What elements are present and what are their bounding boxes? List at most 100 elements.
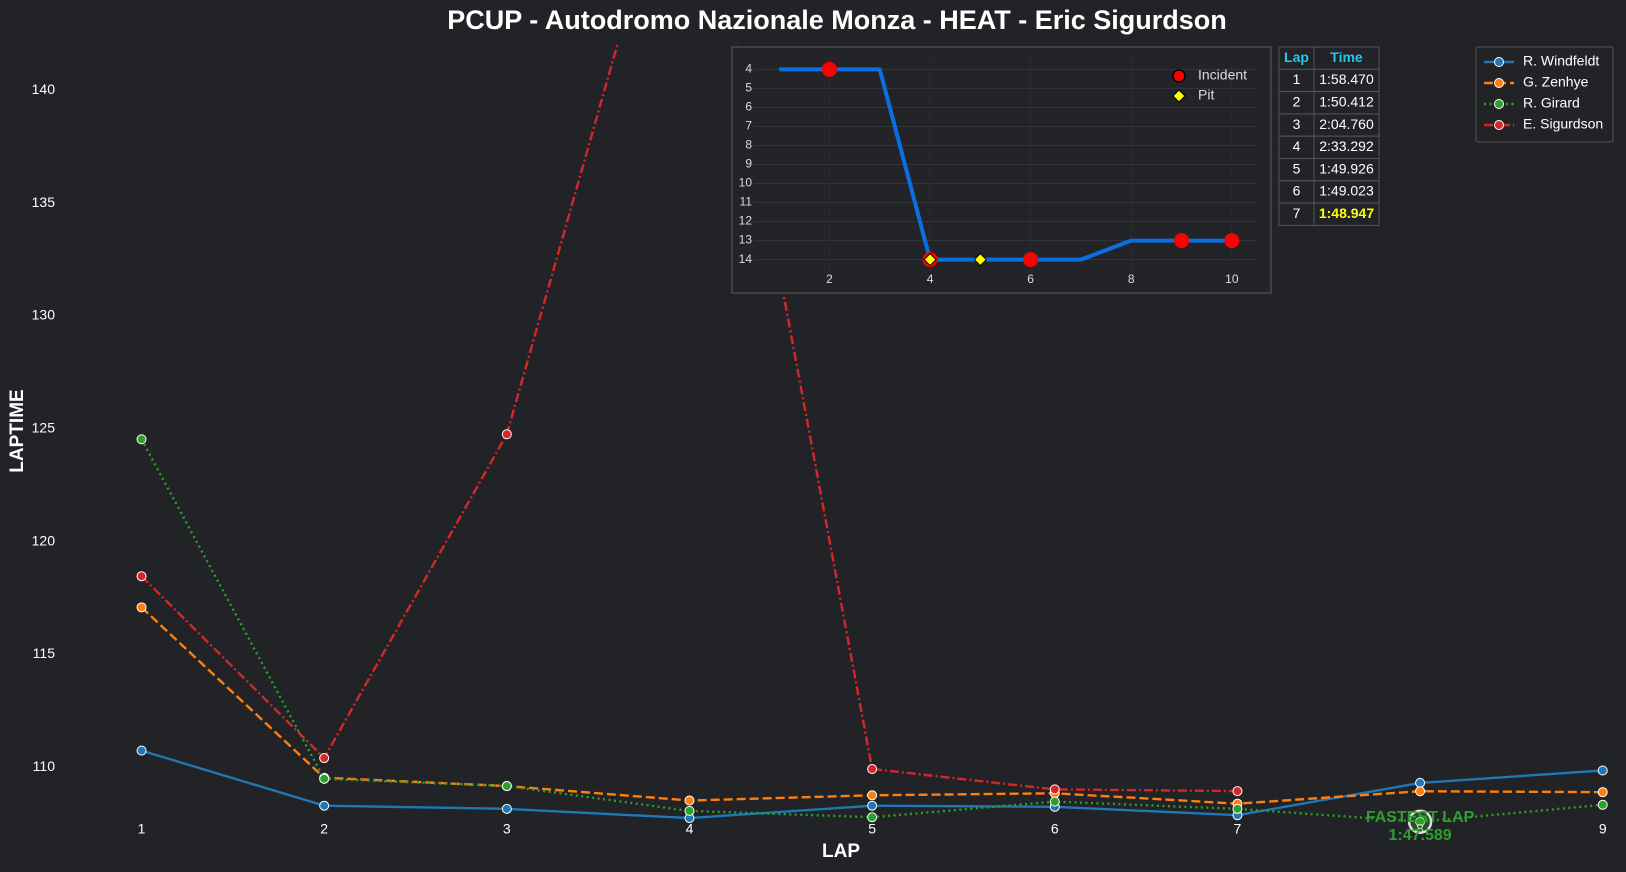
legend-label: Incident [1198,67,1247,83]
data-point [319,753,330,764]
x-tick-label: 4 [927,272,934,286]
legend-marker [1494,57,1504,67]
data-point [1597,787,1608,798]
legend-marker [1494,120,1504,130]
table-cell [1313,202,1380,226]
y-tick-label: 9 [745,157,752,171]
x-tick-label: 7 [1234,821,1242,837]
plot-area [136,43,1608,826]
y-tick-label: 10 [739,176,753,190]
incident-marker [1023,252,1039,268]
data-point [1597,765,1608,776]
y-tick-label: 14 [739,252,753,266]
data-point [319,800,330,811]
data-point [501,803,512,814]
data-point [1232,803,1243,814]
table-cell-text: 1 [1293,71,1301,87]
legend-label: R. Windfeldt [1523,53,1599,69]
legend-label: G. Zenhye [1523,74,1589,90]
data-point [1415,777,1426,788]
x-tick-label: 1 [138,821,146,837]
data-point [1415,786,1426,797]
y-tick-label: 140 [32,81,56,97]
inset-chart: 4 5 6 7 8 9 10 11 12 13 14 2 4 6 8 10 Incident Pit [731,46,1272,294]
x-tick-label: 6 [1051,821,1059,837]
data-point [136,434,147,445]
table-cell-text: 2 [1293,93,1301,109]
x-axis-label: LAP [822,841,860,862]
y-tick-label: 125 [32,420,56,436]
table-cell-text: 1:49.926 [1319,160,1374,176]
table-cell-text: 1:58.470 [1319,71,1374,87]
y-tick-label: 115 [33,645,56,661]
x-tick-label: 10 [1225,272,1239,286]
y-tick-label: 7 [745,119,752,133]
data-point [867,764,878,775]
x-tick-label: 9 [1599,821,1607,837]
legend-marker [1172,89,1186,103]
lap-table: Lap Time 1 1:58.470 2 1:50.412 3 2:04.760 4 2:33.… [1278,46,1380,226]
y-axis-label: LAPTIME [7,389,28,472]
data-point [684,795,695,806]
y-tick-label: 5 [745,81,752,95]
x-tick-label: 6 [1027,272,1034,286]
fastest-lap-highlight [1407,809,1433,834]
data-point [684,805,695,816]
y-tick-label: 4 [745,62,752,76]
table-cell-text: 2:04.760 [1319,116,1374,132]
table-cell-text: 1:50.412 [1319,93,1374,109]
x-tick-label: 2 [826,272,833,286]
incident-marker [1174,233,1190,249]
data-point [867,812,878,823]
y-tick-label: 13 [739,233,753,247]
y-tick-label: 8 [745,138,752,152]
data-point [319,773,330,784]
x-tick-label: 2 [320,821,328,837]
y-tick-label: 130 [32,307,56,323]
data-point [867,800,878,811]
data-point [1415,816,1426,826]
data-point [867,790,878,801]
x-tick-label: 3 [503,821,511,837]
data-point [1049,784,1060,795]
inset-frame [731,46,1272,294]
data-point [1049,796,1060,807]
y-tick-label: 6 [745,100,752,114]
data-point [501,429,512,440]
legend-marker [1494,99,1504,109]
table-header: Lap [1284,49,1309,65]
x-tick-label: 8 [1128,272,1135,286]
chart-title: PCUP - Autodromo Nazionale Monza - HEAT … [447,5,1227,35]
data-point [501,781,512,792]
table-cell-text: 7 [1293,205,1301,221]
table-cell-text: 1:48.947 [1319,205,1374,221]
legend-label: E. Sigurdson [1523,116,1603,132]
data-point [1232,786,1243,797]
y-tick-label: 110 [33,758,56,774]
table-header: Time [1330,49,1363,65]
y-tick-label: 135 [32,194,56,210]
incident-marker [1224,233,1240,249]
table-cell-text: 6 [1293,183,1301,199]
incident-marker [821,61,837,77]
x-tick-label: 5 [868,821,876,837]
legend-box [1475,46,1614,143]
data-point [1597,799,1608,810]
position-line [779,67,1232,262]
data-point [136,745,147,756]
pit-marker [923,252,937,267]
table-cell-text: 1:49.023 [1319,183,1374,199]
annotation-value: 1:47.589 [1388,827,1451,844]
x-tick-label: 4 [686,821,694,837]
table-cell-text: 4 [1293,138,1301,154]
x-tick-label: 8 [1416,821,1424,837]
data-point [136,571,147,582]
y-tick-label: 120 [32,532,56,548]
table-cell-text: 3 [1293,116,1301,132]
legend: R. Windfeldt G. Zenhye R. Girard E. Sigurds… [1475,46,1614,143]
annotation-text: FASTEST LAP [1366,809,1475,826]
pit-marker [973,252,988,267]
